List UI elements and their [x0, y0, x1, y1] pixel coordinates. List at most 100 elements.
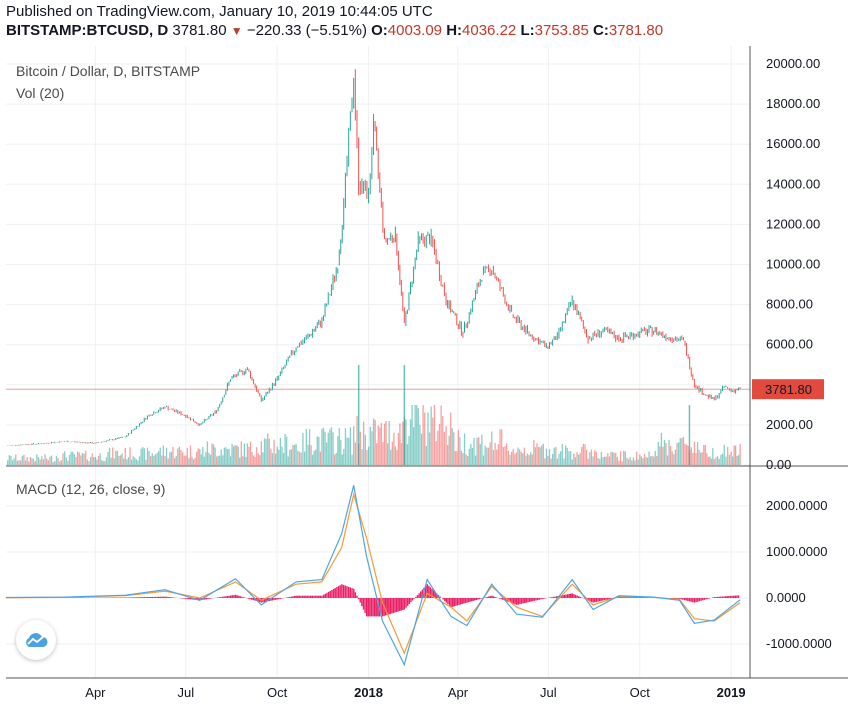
price-axis[interactable]: 0.002000.004000.006000.008000.0010000.00…	[766, 56, 820, 472]
macd-histogram-bar	[697, 598, 699, 602]
macd-histogram-bar	[455, 598, 457, 606]
volume-bar	[205, 452, 207, 465]
volume-bar	[357, 365, 360, 465]
volume-bar	[15, 454, 17, 465]
volume-bar	[594, 449, 596, 465]
volume-bar	[688, 405, 691, 465]
macd-histogram-bar	[267, 598, 269, 602]
macd-axis[interactable]: 2000.0000 1000.0000 0.0000 -1000.0000	[766, 498, 832, 651]
volume-bar	[448, 435, 450, 465]
macd-histogram-bar	[429, 587, 432, 598]
macd-histogram-bar	[486, 596, 488, 598]
macd-histogram-bar	[477, 598, 479, 600]
volume-bar	[611, 451, 614, 465]
volume-bar	[376, 443, 378, 465]
volume-bar	[338, 428, 340, 465]
volume-bar	[118, 455, 120, 465]
volume-bar	[162, 445, 165, 465]
volume-bar	[65, 457, 67, 465]
volume-bar	[716, 456, 719, 465]
volume-bar	[537, 446, 540, 465]
macd-histogram-bar	[226, 596, 229, 598]
volume-bar	[232, 446, 235, 465]
low-value: 3753.85	[534, 22, 589, 39]
volume-bar	[145, 459, 147, 465]
volume-bar	[530, 452, 532, 465]
volume-bar	[236, 445, 238, 465]
volume-bar	[479, 444, 481, 465]
macd-histogram-bar	[718, 596, 720, 598]
volume-bar	[707, 457, 709, 465]
macd-histogram-bar	[418, 593, 420, 598]
tradingview-logo[interactable]	[16, 620, 56, 660]
macd-histogram-bar	[461, 598, 463, 604]
volume-bar	[377, 425, 379, 465]
macd-histogram-bar	[309, 595, 312, 598]
symbol-name[interactable]: BITSTAMP:BTCUSD, D	[6, 22, 169, 39]
published-line: Published on TradingView.com, January 10…	[6, 3, 433, 20]
time-axis[interactable]: Apr Jul Oct 2018 Apr Jul Oct 2019	[85, 685, 745, 700]
volume-bar	[623, 450, 625, 465]
macd-tick-label: 0.0000	[766, 590, 806, 605]
volume-bar	[453, 432, 455, 465]
macd-histogram-bar	[295, 595, 297, 598]
macd-histogram-bar	[721, 596, 724, 598]
volume-bar	[514, 453, 516, 465]
volume-bar	[637, 459, 639, 465]
volume-bar	[665, 443, 667, 465]
volume-bar	[234, 445, 236, 465]
volume-bar	[492, 449, 495, 465]
macd-histogram-bar	[543, 598, 545, 599]
volume-bar	[679, 438, 681, 465]
macd-histogram-bar	[444, 598, 446, 602]
macd-histogram-bar	[573, 594, 575, 598]
macd-histogram-bar	[736, 595, 738, 598]
macd-histogram-bar	[351, 588, 353, 598]
macd-histogram-bar	[186, 598, 188, 599]
volume-bar	[682, 436, 685, 465]
volume-bar	[402, 421, 404, 465]
volume-bar	[704, 445, 707, 465]
volume-bar	[39, 459, 41, 465]
volume-bar	[165, 447, 168, 465]
macd-histogram-bar	[357, 598, 360, 600]
volume-bar	[327, 432, 329, 465]
macd-histogram-bar	[638, 597, 641, 598]
volume-bar	[346, 437, 348, 465]
volume-bar	[335, 452, 337, 465]
macd-histogram-bar	[394, 598, 396, 613]
volume-bar	[721, 453, 724, 465]
price-tick-label: 2000.00	[766, 417, 813, 432]
macd-histogram-bar	[189, 598, 192, 600]
macd-histogram-bar	[733, 595, 735, 598]
volume-bar	[94, 456, 97, 465]
macd-histogram-bar	[598, 598, 601, 602]
macd-histogram-bar	[728, 596, 730, 598]
volume-bar	[576, 452, 578, 465]
volume-bar	[151, 453, 153, 465]
macd-histogram-bar	[500, 598, 502, 600]
volume-bar	[473, 437, 475, 465]
volume-bar	[80, 455, 82, 465]
volume-bar	[278, 449, 280, 465]
macd-histogram-bar	[234, 594, 237, 598]
macd-histogram-bar	[146, 597, 149, 598]
volume-bar	[34, 461, 36, 465]
volume-bar	[673, 454, 675, 465]
volume-bar	[671, 451, 673, 465]
macd-histogram-bar	[389, 598, 392, 614]
volume-bar	[337, 436, 339, 465]
volume-bar	[126, 459, 128, 465]
volume-bar	[727, 446, 729, 465]
macd-histogram-bar	[337, 586, 340, 598]
volume-bar	[662, 446, 664, 465]
volume-bar	[237, 446, 239, 465]
volume-bar	[297, 450, 299, 465]
macd-histogram-bar	[464, 598, 467, 604]
volume-bar	[533, 440, 535, 465]
volume-bar	[435, 441, 437, 465]
macd-histogram-bar	[142, 597, 144, 598]
volume-bar	[528, 455, 530, 465]
macd-tick-label: 2000.0000	[766, 498, 827, 513]
